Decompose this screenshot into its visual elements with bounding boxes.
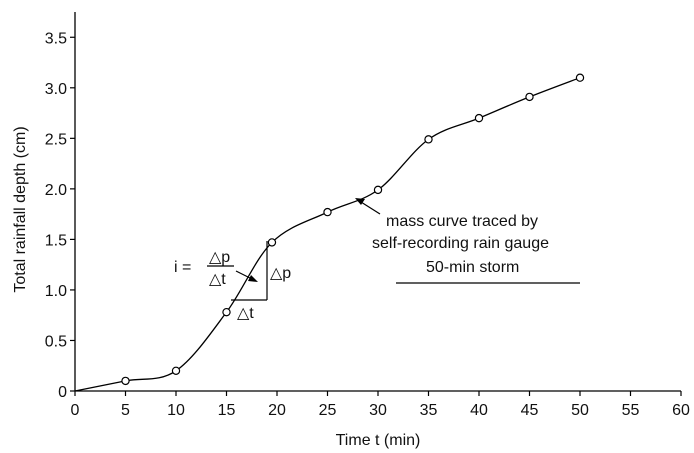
data-point [121,376,130,386]
formula-denominator: △t [209,271,226,288]
y-axis-title: Total rainfall depth (cm) [12,126,29,292]
data-point [222,307,231,317]
data-point [424,135,433,144]
x-tick-label: 60 [672,402,690,419]
x-tick-label: 10 [167,402,185,419]
curve-label-line1: mass curve traced by [386,213,538,230]
y-tick-label: 0.5 [45,333,67,350]
x-tick-label: 55 [622,402,640,419]
data-series [74,73,585,392]
data-point [171,366,181,375]
y-tick-label: 0 [58,384,67,401]
storm-label: 50-min storm [426,259,519,276]
x-tick-label: 35 [420,402,438,419]
curve-label-line2: self-recording rain gauge [372,235,549,252]
y-tick-label: 1.0 [45,283,67,300]
delta-t-label: △t [237,305,254,322]
y-tick-label: 1.5 [45,232,67,249]
curve-label-arrow [360,201,381,215]
x-tick-label: 30 [369,402,387,419]
y-tick-label: 3.5 [45,30,67,47]
x-tick-label: 50 [571,402,589,419]
y-tick-label: 2.5 [45,131,67,148]
curve-label-arrowhead [355,198,365,205]
x-tick-label: 40 [470,402,488,419]
formula-arrowhead [248,275,258,282]
delta-p-label: △p [270,265,291,282]
data-point [525,92,534,102]
data-point [575,73,585,82]
x-axis-title: Time t (min) [336,432,421,449]
x-tick-label: 45 [521,402,539,419]
formula-i-label: i = [174,259,191,276]
axes: Time t (min) Total rainfall depth (cm) [12,12,681,449]
formula-numerator: △p [209,249,230,266]
x-tick-label: 5 [121,402,130,419]
y-tick-label: 3.0 [45,81,67,98]
ticks: 0 5 10 15 20 25 30 35 40 45 50 55 60 0 0.5 1.0 1.5 2.0 2.5… [45,30,690,419]
data-point [323,207,332,217]
x-tick-label: 20 [268,402,286,419]
x-tick-label: 25 [319,402,337,419]
formula-arrow [235,270,253,280]
y-tick-label: 2.0 [45,182,67,199]
x-tick-label: 0 [71,402,80,419]
data-point [373,185,383,195]
data-point [267,238,277,247]
data-point [474,113,484,123]
annotations: i = △p △t △p △t mass curve traced by sel… [174,198,580,322]
x-tick-label: 15 [218,402,236,419]
